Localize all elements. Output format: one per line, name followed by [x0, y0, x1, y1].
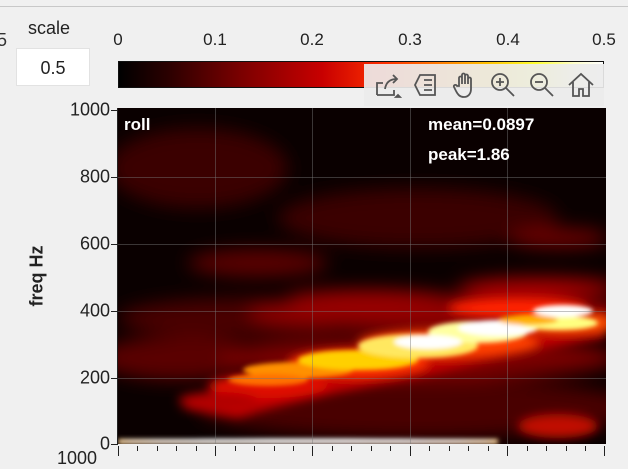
- x-tick-mark: [527, 446, 528, 451]
- axes-toolbar: [364, 64, 604, 106]
- data-tip-button[interactable]: [409, 68, 443, 102]
- x-tick-mark: [468, 446, 469, 451]
- x-tick-mark: [371, 446, 372, 451]
- colorbar-tick: 0.3: [398, 30, 422, 50]
- home-icon: [566, 70, 596, 100]
- x-tick-mark: [449, 446, 450, 451]
- y-tick-label: 600: [62, 234, 110, 255]
- colorbar-tick: 0.4: [496, 30, 520, 50]
- mean-readout: mean=0.0897: [428, 115, 534, 135]
- scale-input[interactable]: 0.5: [16, 48, 90, 86]
- x-tick-mark: [215, 446, 216, 456]
- pan-button[interactable]: [448, 68, 482, 102]
- colorbar-tick: 0.2: [300, 30, 324, 50]
- pan-icon: [450, 70, 480, 100]
- y-tick-label: 200: [62, 368, 110, 389]
- data-tip-icon: [411, 70, 441, 100]
- clipped-next-axis-tick: 1000: [57, 448, 97, 469]
- home-button[interactable]: [564, 68, 598, 102]
- channel-label: roll: [124, 115, 150, 135]
- x-tick-mark: [546, 446, 547, 451]
- x-tick-mark: [390, 446, 391, 451]
- window-edge: [0, 6, 628, 7]
- clipped-value: 5: [0, 30, 7, 51]
- y-axis-label: freq Hz: [27, 245, 48, 306]
- x-tick-mark: [566, 446, 567, 451]
- x-tick-mark: [196, 446, 197, 451]
- x-tick-mark: [332, 446, 333, 451]
- y-tick-label: 400: [62, 301, 110, 322]
- grid-line: [118, 177, 606, 178]
- x-tick-mark: [488, 446, 489, 451]
- x-tick-mark: [312, 446, 313, 456]
- x-tick-mark: [351, 446, 352, 451]
- x-tick-mark: [137, 446, 138, 451]
- spectrogram-plot[interactable]: roll mean=0.0897 peak=1.86: [118, 108, 606, 444]
- grid-line: [312, 108, 313, 444]
- x-tick-mark: [254, 446, 255, 451]
- x-tick-mark: [585, 446, 586, 451]
- grid-line: [215, 108, 216, 444]
- y-tick-mark: [111, 444, 118, 445]
- export-icon: [372, 70, 402, 100]
- x-tick-mark: [507, 446, 508, 456]
- x-tick-mark: [176, 446, 177, 451]
- x-tick-mark: [429, 446, 430, 451]
- y-tick-label: 800: [62, 167, 110, 188]
- scale-label: scale: [28, 18, 70, 39]
- spectrogram-heatmap: [118, 108, 606, 444]
- zoom-out-button[interactable]: [525, 68, 559, 102]
- colorbar-tick: 0: [113, 30, 122, 50]
- colorbar-tick: 0.1: [203, 30, 227, 50]
- x-tick-mark: [235, 446, 236, 451]
- colorbar-tick: 0.5: [592, 30, 616, 50]
- grid-line: [118, 244, 606, 245]
- peak-readout: peak=1.86: [428, 145, 510, 165]
- export-button[interactable]: [370, 68, 404, 102]
- zoom-in-icon: [488, 70, 518, 100]
- grid-line: [118, 311, 606, 312]
- x-tick-mark: [293, 446, 294, 451]
- x-tick-mark: [274, 446, 275, 451]
- x-tick-mark: [410, 446, 411, 456]
- grid-line: [118, 378, 606, 379]
- grid-line: [410, 108, 411, 444]
- zoom-out-icon: [527, 70, 557, 100]
- x-tick-mark: [604, 446, 605, 456]
- y-tick-label: 1000: [62, 100, 110, 121]
- x-tick-mark: [157, 446, 158, 451]
- zoom-in-button[interactable]: [486, 68, 520, 102]
- x-tick-mark: [118, 446, 119, 456]
